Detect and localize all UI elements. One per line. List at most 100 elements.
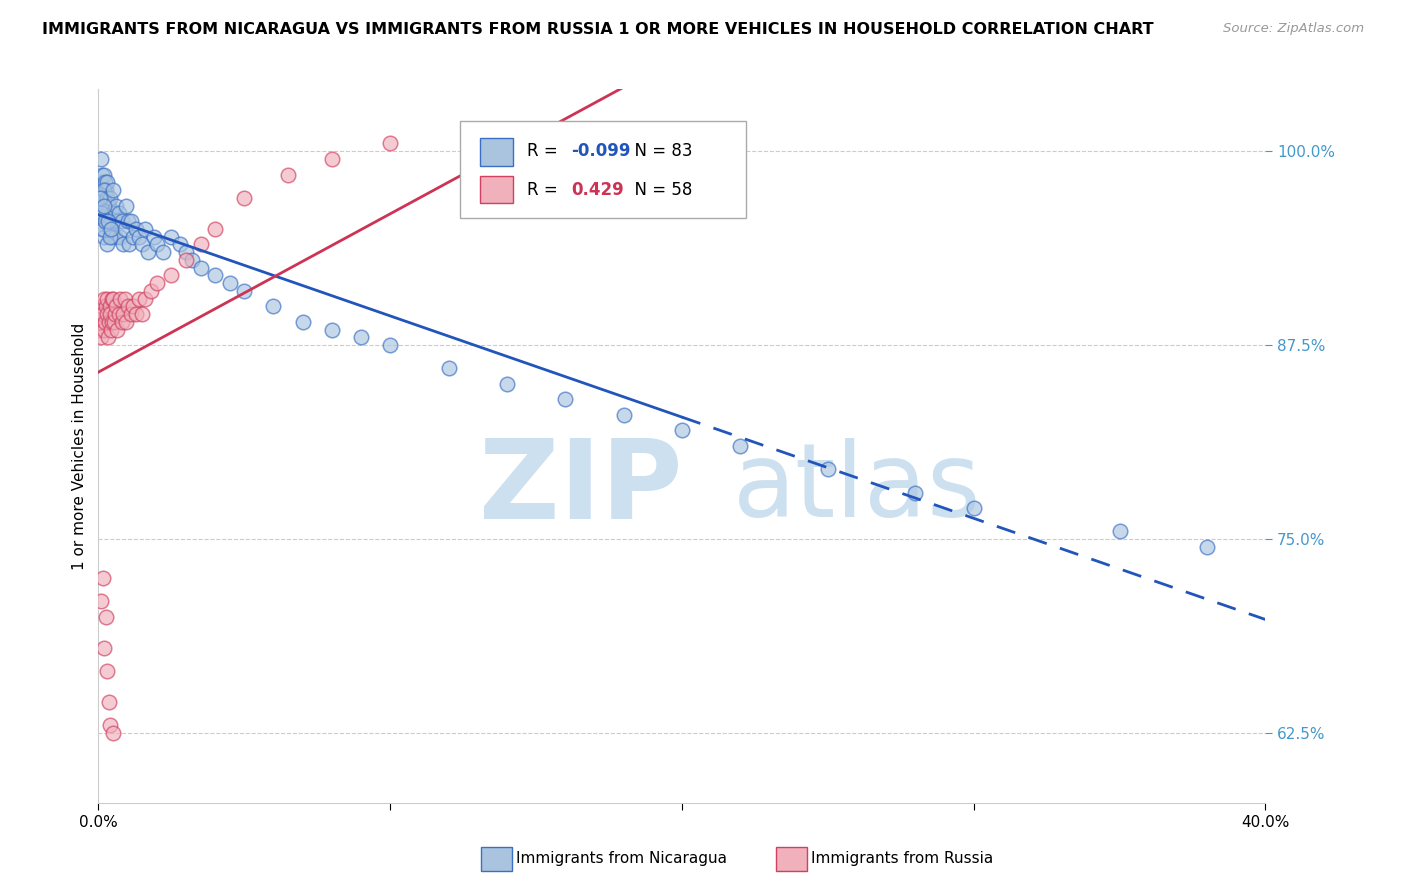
Point <box>101 183 124 197</box>
Point <box>93 640 115 655</box>
Point <box>96 664 118 678</box>
Point <box>122 299 145 313</box>
Text: -0.099: -0.099 <box>571 143 630 161</box>
Point <box>321 323 343 337</box>
Point <box>89 183 111 197</box>
Point <box>128 229 150 244</box>
Point <box>100 323 122 337</box>
Point <box>262 299 284 313</box>
Point <box>89 214 111 228</box>
Point <box>131 237 153 252</box>
Point <box>94 315 117 329</box>
Point <box>233 284 256 298</box>
Point <box>104 198 127 212</box>
Point <box>94 183 117 197</box>
Point <box>1108 524 1130 539</box>
Point <box>94 198 117 212</box>
Point <box>218 276 240 290</box>
Point <box>97 214 120 228</box>
Bar <box>479 177 513 203</box>
Point <box>142 229 165 244</box>
Point <box>291 315 314 329</box>
Text: R =: R = <box>527 143 562 161</box>
Point <box>93 168 115 182</box>
Point <box>110 292 132 306</box>
Point <box>105 323 128 337</box>
Point <box>100 222 122 236</box>
Point <box>98 718 121 732</box>
FancyBboxPatch shape <box>460 121 747 218</box>
Point <box>671 424 693 438</box>
Point <box>120 307 142 321</box>
Point <box>97 330 120 344</box>
Point <box>103 206 125 220</box>
Point <box>730 439 752 453</box>
Point <box>90 222 112 236</box>
Text: N = 83: N = 83 <box>623 143 692 161</box>
Point <box>100 214 122 228</box>
Point <box>118 237 141 252</box>
Point <box>350 330 373 344</box>
Point <box>131 307 153 321</box>
Text: N = 58: N = 58 <box>623 181 692 199</box>
Point <box>89 191 111 205</box>
Point <box>105 214 128 228</box>
Point <box>94 299 117 313</box>
Point <box>160 268 183 283</box>
Point <box>97 695 120 709</box>
Point <box>115 315 138 329</box>
Point <box>96 237 118 252</box>
Point <box>671 183 693 197</box>
Point <box>104 307 127 321</box>
Text: 0.429: 0.429 <box>571 181 624 199</box>
Point <box>160 229 183 244</box>
Point <box>612 408 634 422</box>
Point <box>554 392 576 407</box>
Point <box>101 315 124 329</box>
Point <box>91 571 114 585</box>
Point <box>90 330 112 344</box>
Point <box>817 462 839 476</box>
Point <box>89 323 111 337</box>
Point <box>93 323 115 337</box>
Point <box>114 292 136 306</box>
Point <box>115 198 138 212</box>
Point <box>128 292 150 306</box>
Point <box>93 183 115 197</box>
Point <box>117 214 139 228</box>
Point <box>378 136 402 151</box>
Point <box>96 307 118 321</box>
Point <box>100 206 122 220</box>
Point <box>190 237 212 252</box>
Text: Source: ZipAtlas.com: Source: ZipAtlas.com <box>1223 22 1364 36</box>
Point <box>108 206 131 220</box>
Point <box>108 307 131 321</box>
Point <box>122 229 145 244</box>
Point <box>174 245 197 260</box>
Point <box>120 214 142 228</box>
Point <box>90 152 112 166</box>
Point <box>90 307 112 321</box>
Text: Immigrants from Russia: Immigrants from Russia <box>811 852 994 866</box>
Point <box>93 198 115 212</box>
Point <box>94 214 117 228</box>
Point <box>125 307 148 321</box>
Point <box>97 315 120 329</box>
Point <box>583 168 606 182</box>
Point <box>91 307 114 321</box>
Point <box>89 315 111 329</box>
Point <box>101 726 124 740</box>
Point <box>98 222 121 236</box>
Point <box>96 206 118 220</box>
Point <box>90 206 112 220</box>
Point <box>91 191 114 205</box>
Point <box>96 292 118 306</box>
Point <box>180 252 202 267</box>
Point <box>91 222 114 236</box>
Point <box>117 299 139 313</box>
Point <box>204 222 226 236</box>
Point <box>94 609 117 624</box>
Point <box>104 299 127 313</box>
Point <box>904 485 927 500</box>
Point <box>134 222 156 236</box>
